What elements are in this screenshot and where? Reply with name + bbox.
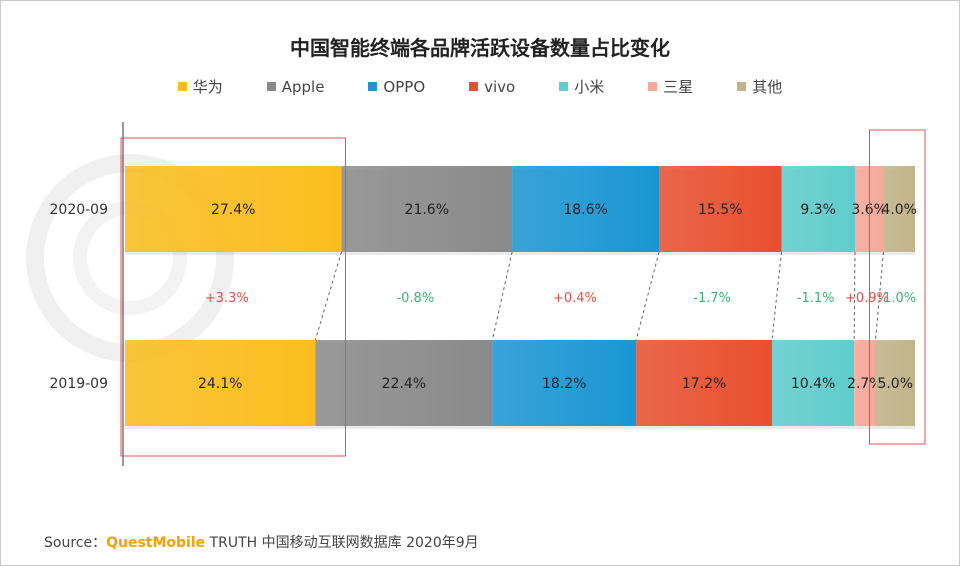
legend: 华为 Apple OPPO vivo 小米 三星 其他 (0, 76, 960, 97)
legend-swatch (469, 82, 479, 91)
bar-segment (492, 340, 637, 426)
data-label: 9.3% (800, 202, 836, 218)
legend-item: OPPO (368, 76, 425, 97)
change-label: -1.7% (693, 291, 731, 306)
data-label: 10.4% (791, 376, 835, 392)
legend-label: Apple (281, 77, 325, 96)
highlight-box (869, 129, 926, 445)
change-label: -0.8% (396, 291, 434, 306)
legend-item: Apple (266, 76, 325, 97)
legend-swatch (368, 82, 378, 91)
data-label: 4.0% (881, 202, 917, 218)
data-label: 17.2% (682, 376, 726, 392)
category-label: 2019-09 (50, 376, 109, 392)
bar-segment (781, 166, 855, 252)
chart-title: 中国智能终端各品牌活跃设备数量占比变化 (290, 36, 670, 60)
connector-line (771, 251, 782, 341)
data-label: 21.6% (405, 202, 449, 218)
legend-item: 华为 (177, 76, 223, 97)
bar-segment (125, 340, 316, 426)
source-note: Source：QuestMobile TRUTH 中国移动互联网数据库 2020… (44, 532, 479, 552)
legend-label: 小米 (574, 78, 605, 96)
data-label: 27.4% (211, 202, 255, 218)
connector-line (875, 251, 884, 341)
source-brand: QuestMobile (106, 535, 206, 551)
legend-item: 其他 (737, 76, 782, 97)
data-label: 2.7% (847, 376, 883, 392)
legend-swatch (648, 82, 658, 91)
data-label: 18.6% (563, 202, 607, 218)
change-label: -1.1% (797, 291, 835, 306)
connector-line (491, 251, 513, 341)
connector-line (635, 251, 660, 341)
bar-segment (772, 340, 855, 426)
connector-line (314, 251, 342, 341)
bar-segment (512, 166, 660, 252)
legend-swatch (737, 82, 747, 91)
data-label: 24.1% (198, 376, 242, 392)
data-label: 22.4% (382, 376, 426, 392)
bar-segment (125, 166, 342, 252)
change-label: +0.9% (845, 291, 889, 306)
legend-item: 三星 (648, 76, 693, 97)
legend-label: 其他 (752, 78, 783, 96)
legend-label: vivo (484, 77, 516, 96)
legend-label: 三星 (663, 78, 694, 96)
category-label: 2020-09 (50, 202, 109, 218)
bar-segment (875, 340, 915, 426)
legend-swatch (559, 82, 569, 91)
bar-segment (636, 340, 773, 426)
change-label: -1.0% (878, 291, 916, 306)
legend-swatch (266, 82, 276, 91)
data-label: 15.5% (698, 202, 742, 218)
legend-swatch (177, 82, 187, 91)
bar-segment (341, 166, 513, 252)
source-rest: TRUTH 中国移动互联网数据库 2020年9月 (205, 535, 479, 551)
legend-item: 小米 (559, 76, 604, 97)
change-label: +0.4% (553, 291, 597, 306)
source-prefix: Source： (44, 535, 107, 551)
legend-label: OPPO (383, 77, 426, 96)
connector-line (853, 251, 856, 341)
bar-segment (315, 340, 493, 426)
legend-label: 华为 (192, 78, 223, 96)
highlight-box (120, 137, 346, 457)
data-label: 18.2% (542, 376, 586, 392)
data-label: 5.0% (877, 376, 913, 392)
change-label: +3.3% (205, 291, 249, 306)
bar-segment (883, 166, 915, 252)
bar-segment (854, 340, 876, 426)
legend-item: vivo (469, 76, 515, 97)
bar-segment (659, 166, 782, 252)
